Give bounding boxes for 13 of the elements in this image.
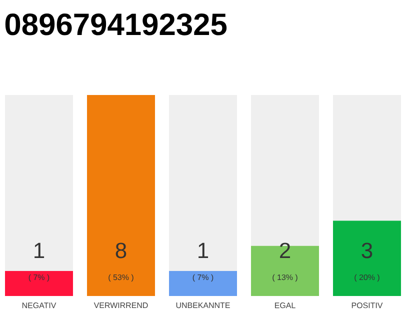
data-label: 2 bbox=[280, 242, 290, 258]
bar bbox=[169, 95, 237, 271]
data-label: 1 bbox=[198, 242, 208, 258]
bar bbox=[169, 270, 237, 296]
bar bbox=[333, 220, 402, 296]
data-label: 1 bbox=[34, 242, 44, 258]
bar bbox=[333, 95, 402, 221]
data-label: 3 bbox=[362, 242, 372, 258]
bar bbox=[5, 270, 73, 296]
chart-title: 0896794192325 bbox=[5, 13, 227, 36]
bar bbox=[87, 95, 155, 296]
data-label: 8 bbox=[116, 242, 126, 258]
bar bbox=[5, 95, 73, 271]
